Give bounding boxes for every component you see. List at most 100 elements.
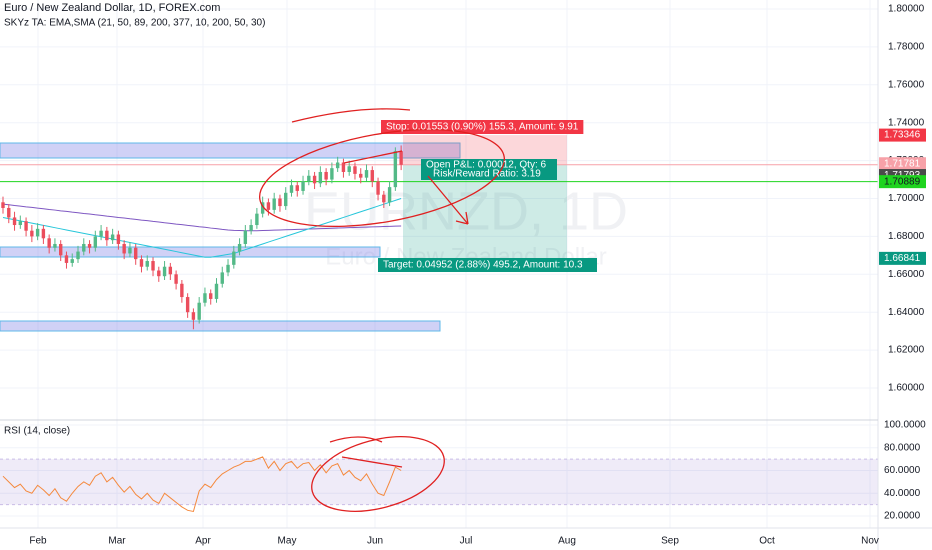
candle-body	[12, 217, 17, 226]
candle-body	[35, 228, 40, 237]
candle-body	[370, 170, 374, 182]
candle-body	[157, 270, 161, 277]
candle-body	[318, 171, 323, 184]
target-label-bg	[378, 258, 597, 272]
zone	[0, 320, 441, 332]
candle-body	[168, 266, 173, 275]
y-tick-label: 1.66000	[888, 269, 925, 280]
moving-average	[2, 198, 402, 258]
candle-body	[82, 243, 86, 252]
candle-body	[359, 173, 363, 178]
candle-body	[214, 283, 219, 299]
rsi-band	[0, 459, 878, 505]
candle-body	[185, 297, 190, 313]
y-tick-label: 60.0000	[884, 465, 921, 476]
candle-body	[209, 293, 213, 299]
candle-body	[387, 187, 392, 203]
y-tick-label: 1.70000	[888, 193, 925, 204]
x-tick-label: Nov	[861, 536, 879, 547]
candle-body	[174, 274, 178, 284]
y-tick-label: 1.64000	[888, 307, 925, 318]
annotations	[258, 108, 506, 512]
y-tick-label: 1.80000	[888, 4, 925, 15]
candle-body	[64, 255, 69, 263]
candle-body	[382, 194, 386, 203]
arc	[329, 436, 383, 443]
ellipse	[258, 128, 506, 228]
x-tick-label: Feb	[29, 536, 47, 547]
candle-body	[18, 221, 23, 226]
candle-body	[151, 261, 155, 271]
price-marker	[879, 157, 926, 171]
price-marker-label: 1.66841	[884, 253, 921, 264]
candle-body	[341, 162, 346, 172]
x-tick-label: Aug	[558, 536, 576, 547]
candle-body	[220, 272, 224, 284]
zone	[0, 246, 381, 258]
candle-body	[335, 162, 340, 169]
candle-body	[249, 225, 253, 231]
watermark: EURNZD, 1D	[304, 181, 628, 241]
x-tick-label: May	[278, 536, 297, 547]
candle-body	[122, 243, 126, 254]
candle-body	[347, 166, 351, 172]
candle-body	[1, 202, 5, 208]
candle-body	[30, 230, 34, 237]
x-tick-label: Oct	[759, 536, 775, 547]
marks	[0, 145, 878, 513]
x-tick-label: Apr	[195, 536, 211, 547]
y-tick-label: 1.78000	[888, 42, 925, 53]
rsi-line	[2, 456, 402, 513]
moving-average	[2, 203, 402, 232]
candle-body	[203, 293, 207, 303]
target-label: Target: 0.04952 (2.88%) 495.2, Amount: 1…	[383, 260, 583, 271]
x-tick-label: Jul	[460, 536, 473, 547]
candle-body	[284, 192, 288, 207]
y-tick-label: 20.0000	[884, 511, 921, 522]
ellipse	[311, 436, 445, 512]
candle-body	[134, 247, 138, 260]
candle-body	[232, 251, 236, 265]
arc	[291, 108, 411, 123]
candle-body	[76, 251, 80, 260]
y-tick-label: 1.62000	[888, 345, 925, 356]
pnl-label-bg	[421, 159, 557, 180]
indicator-label: SKYz TA: EMA,SMA (21, 50, 89, 200, 377, …	[4, 18, 265, 29]
candle-body	[255, 213, 259, 226]
y-tick-label: 1.74000	[888, 117, 925, 128]
stop-label-bg	[381, 120, 584, 134]
candle-body	[87, 243, 92, 248]
candle-body	[237, 243, 242, 252]
candle-body	[307, 175, 311, 182]
candle-body	[364, 170, 369, 178]
candle-body	[162, 266, 167, 277]
candle-body	[330, 168, 334, 180]
candle-body	[41, 228, 46, 239]
price-marker-label: 1.70889	[884, 176, 921, 187]
candle-body	[7, 207, 11, 218]
candle-body	[145, 261, 149, 267]
chart-title: Euro / New Zealand Dollar, 1D, FOREX.com	[4, 2, 220, 14]
rsi-label: RSI (14, close)	[4, 426, 70, 437]
candle-body	[197, 302, 201, 320]
candle-body	[295, 185, 299, 191]
candle-body	[128, 247, 132, 254]
x-tick-label: Sep	[661, 536, 679, 547]
price-marker	[879, 175, 926, 189]
candle-body	[116, 234, 121, 244]
candle-body	[353, 166, 357, 174]
candle-body	[289, 185, 294, 193]
trend-line	[343, 150, 403, 164]
price-marker-label: 1.73346	[884, 130, 921, 141]
zone	[0, 142, 461, 159]
y-tick-label: 1.76000	[888, 79, 925, 90]
candle-body	[105, 230, 109, 241]
candle-body	[301, 181, 305, 191]
y-tick-label: 80.0000	[884, 442, 921, 453]
trend-line	[341, 456, 403, 468]
candle-body	[180, 283, 184, 298]
candle-body	[53, 243, 57, 248]
x-tick-label: Jun	[367, 536, 383, 547]
price-marker-label: 1.71781	[884, 158, 921, 169]
candle-body	[24, 221, 28, 231]
